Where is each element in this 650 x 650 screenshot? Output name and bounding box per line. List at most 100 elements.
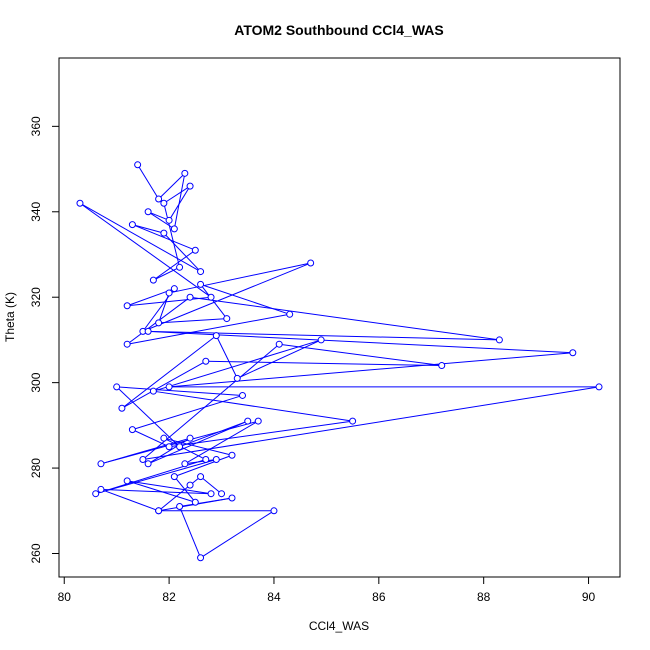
series-line-segment xyxy=(132,224,196,251)
data-point xyxy=(197,554,205,562)
data-point xyxy=(181,169,189,177)
chart-title: ATOM2 Southbound CCl4_WAS xyxy=(234,22,443,38)
data-point xyxy=(76,199,84,207)
data-point xyxy=(186,434,194,442)
x-axis-label: CCl4_WAS xyxy=(309,619,369,633)
data-point xyxy=(149,387,157,395)
series-line-segment xyxy=(121,360,207,409)
series-line-segment xyxy=(142,386,600,461)
data-point xyxy=(134,161,142,169)
series-line-segment xyxy=(158,484,191,512)
data-point xyxy=(197,473,205,481)
series-line-segment xyxy=(100,488,212,495)
series-line-segment xyxy=(158,292,170,324)
series-line-segment xyxy=(200,476,222,495)
data-point xyxy=(160,199,168,207)
y-tick-label: 300 xyxy=(29,372,43,392)
data-point xyxy=(170,473,178,481)
data-point xyxy=(155,319,163,327)
data-point xyxy=(233,374,241,382)
data-point xyxy=(202,456,210,464)
data-point xyxy=(165,383,173,391)
data-point xyxy=(595,383,603,391)
series-line-segment xyxy=(147,211,170,221)
series-line-segment xyxy=(163,203,181,268)
data-point xyxy=(123,477,131,485)
data-point xyxy=(286,310,294,318)
data-point xyxy=(438,362,446,370)
data-point xyxy=(218,490,226,498)
data-point xyxy=(123,302,131,310)
series-line-segment xyxy=(184,420,259,465)
series-line-segment xyxy=(168,262,311,294)
x-tick-label: 88 xyxy=(477,590,491,604)
data-point xyxy=(128,426,136,434)
x-tick-label: 90 xyxy=(582,590,596,604)
x-tick-label: 80 xyxy=(58,590,72,604)
series-line-segment xyxy=(153,390,353,422)
series-line-segment xyxy=(148,330,573,354)
data-point xyxy=(254,417,262,425)
series-line-segment xyxy=(190,296,500,341)
data-point xyxy=(191,246,199,254)
x-tick-label: 82 xyxy=(162,590,176,604)
data-point xyxy=(212,332,220,340)
data-point xyxy=(270,507,278,515)
series-line-segment xyxy=(147,437,191,465)
series-line-segment xyxy=(173,173,186,229)
series-line-segment xyxy=(163,232,201,272)
data-point xyxy=(207,293,215,301)
data-point xyxy=(244,417,252,425)
series-line-segment xyxy=(79,202,212,298)
series-line-segment xyxy=(79,202,201,273)
data-point xyxy=(144,460,152,468)
data-point xyxy=(160,434,168,442)
data-point xyxy=(97,460,105,468)
data-point xyxy=(118,404,126,412)
series-line-segment xyxy=(200,284,228,319)
data-point xyxy=(197,280,205,288)
data-point xyxy=(170,225,178,233)
data-point xyxy=(212,456,220,464)
series-line-segment xyxy=(163,437,207,460)
series-line-segment xyxy=(132,224,164,234)
data-point xyxy=(155,507,163,515)
data-point xyxy=(191,498,199,506)
data-point xyxy=(97,485,105,493)
data-point xyxy=(160,229,168,237)
data-point xyxy=(207,490,215,498)
data-point xyxy=(569,349,577,357)
series-line-segment xyxy=(200,283,290,315)
data-point xyxy=(275,340,283,348)
data-point xyxy=(228,451,236,459)
y-tick-label: 340 xyxy=(29,201,43,221)
series-line-segment xyxy=(100,488,159,512)
series-line-segment xyxy=(132,394,243,431)
series-line-segment xyxy=(127,313,290,345)
x-tick-label: 86 xyxy=(372,590,386,604)
y-axis-label: Theta (K) xyxy=(3,292,17,342)
data-point xyxy=(176,263,184,271)
data-point xyxy=(349,417,357,425)
data-point xyxy=(223,315,231,323)
data-point xyxy=(149,276,157,284)
series-line-segment xyxy=(95,459,217,495)
plot-frame xyxy=(58,57,621,578)
data-point xyxy=(165,216,173,224)
series-line-segment xyxy=(169,420,353,448)
series-line-segment xyxy=(153,249,196,281)
series-line-segment xyxy=(179,420,248,448)
data-point xyxy=(170,285,178,293)
data-point xyxy=(186,481,194,489)
data-point xyxy=(165,443,173,451)
data-point xyxy=(176,443,184,451)
data-point xyxy=(317,336,325,344)
series-line-segment xyxy=(148,330,500,341)
series-line-segment xyxy=(158,172,186,200)
data-point xyxy=(228,494,236,502)
series-line-segment xyxy=(147,211,175,230)
series-line-segment xyxy=(200,510,275,559)
data-point xyxy=(186,293,194,301)
data-point xyxy=(495,336,503,344)
